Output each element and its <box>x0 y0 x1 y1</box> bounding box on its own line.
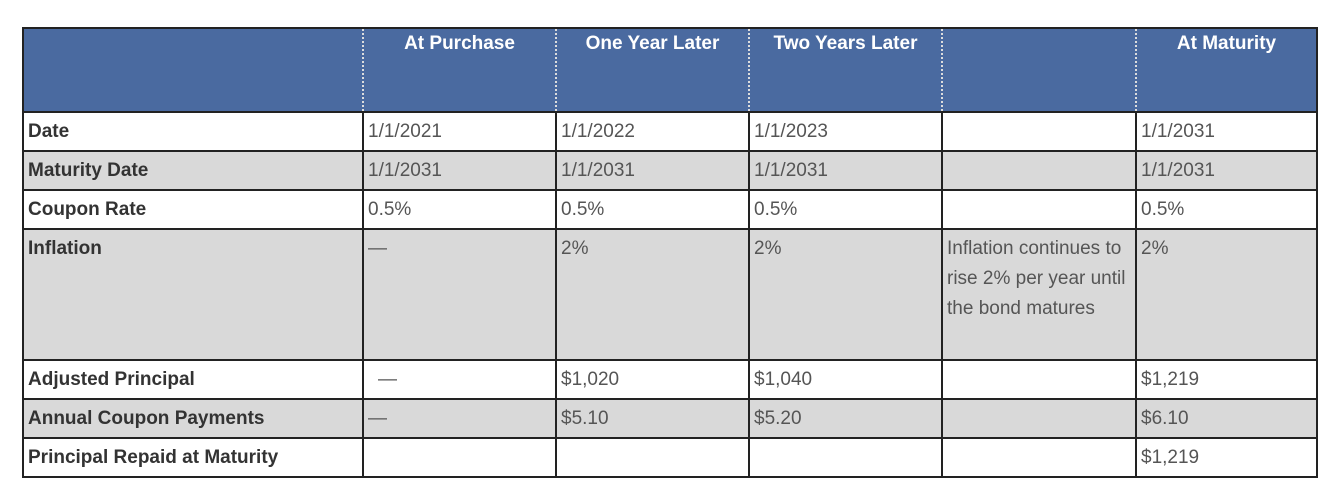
row-coupon-rate: Coupon Rate 0.5% 0.5% 0.5% 0.5% <box>22 189 1318 230</box>
cell: 0.5% <box>1135 189 1318 230</box>
cell: $5.10 <box>555 398 750 439</box>
cell: $1,020 <box>555 359 750 400</box>
row-label: Inflation <box>22 228 364 361</box>
cell <box>941 189 1137 230</box>
row-adjusted-principal: Adjusted Principal — $1,020 $1,040 $1,21… <box>22 359 1318 400</box>
cell <box>362 437 557 478</box>
cell: 1/1/2031 <box>748 150 943 191</box>
cell: — <box>362 359 557 400</box>
row-label: Principal Repaid at Maturity <box>22 437 364 478</box>
cell <box>941 398 1137 439</box>
row-label: Coupon Rate <box>22 189 364 230</box>
cell: $6.10 <box>1135 398 1318 439</box>
cell <box>941 437 1137 478</box>
row-label: Maturity Date <box>22 150 364 191</box>
cell: 1/1/2031 <box>362 150 557 191</box>
cell <box>555 437 750 478</box>
cell: 1/1/2022 <box>555 111 750 152</box>
header-row: At Purchase One Year Later Two Years Lat… <box>22 27 1318 112</box>
header-at-maturity: At Maturity <box>1135 27 1318 112</box>
cell <box>941 111 1137 152</box>
cell: 1/1/2031 <box>1135 111 1318 152</box>
cell: 0.5% <box>748 189 943 230</box>
cell: 2% <box>1135 228 1318 361</box>
cell <box>941 359 1137 400</box>
cell: $1,040 <box>748 359 943 400</box>
cell: 0.5% <box>555 189 750 230</box>
cell <box>941 150 1137 191</box>
header-one-year-later: One Year Later <box>555 27 749 112</box>
cell: $1,219 <box>1135 437 1318 478</box>
row-label: Date <box>22 111 364 152</box>
cell: 2% <box>748 228 943 361</box>
cell: — <box>362 398 557 439</box>
header-at-purchase: At Purchase <box>362 27 556 112</box>
header-two-years-later: Two Years Later <box>748 27 942 112</box>
row-annual-coupon-payments: Annual Coupon Payments — $5.10 $5.20 $6.… <box>22 398 1318 439</box>
header-cell <box>22 27 363 112</box>
row-principal-repaid: Principal Repaid at Maturity $1,219 <box>22 437 1318 478</box>
cell: $1,219 <box>1135 359 1318 400</box>
inflation-note: Inflation continues to rise 2% per year … <box>941 228 1137 361</box>
cell: 2% <box>555 228 750 361</box>
row-inflation: Inflation — 2% 2% Inflation continues to… <box>22 228 1318 361</box>
cell: $5.20 <box>748 398 943 439</box>
cell: 0.5% <box>362 189 557 230</box>
cell <box>748 437 943 478</box>
row-label: Adjusted Principal <box>22 359 364 400</box>
row-maturity-date: Maturity Date 1/1/2031 1/1/2031 1/1/2031… <box>22 150 1318 191</box>
tips-bond-table: At Purchase One Year Later Two Years Lat… <box>22 27 1318 478</box>
cell: — <box>362 228 557 361</box>
cell: 1/1/2023 <box>748 111 943 152</box>
header-cell <box>941 27 1136 112</box>
cell: 1/1/2031 <box>555 150 750 191</box>
row-date: Date 1/1/2021 1/1/2022 1/1/2023 1/1/2031 <box>22 111 1318 152</box>
row-label: Annual Coupon Payments <box>22 398 364 439</box>
cell: 1/1/2021 <box>362 111 557 152</box>
cell: 1/1/2031 <box>1135 150 1318 191</box>
